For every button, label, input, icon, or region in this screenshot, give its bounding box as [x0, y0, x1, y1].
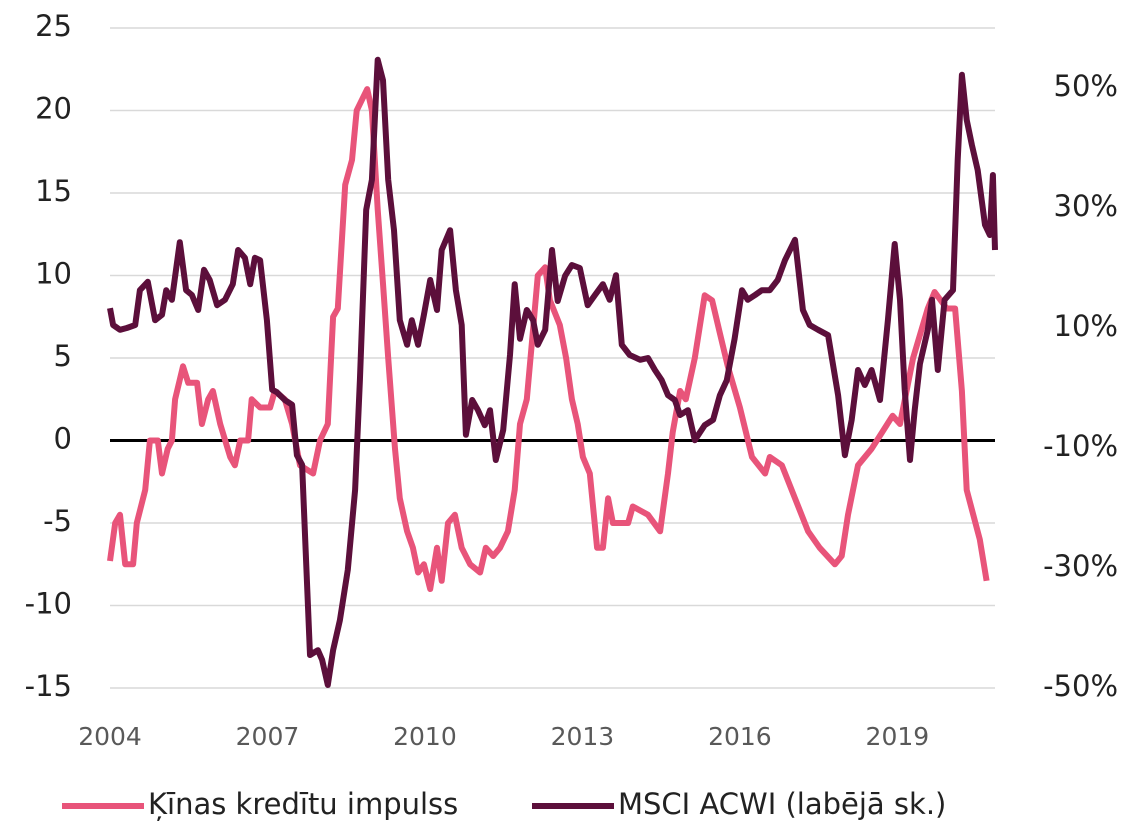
y2-tick-label: 30% — [1054, 189, 1118, 223]
y2-tick-label: -50% — [1043, 669, 1118, 703]
x-tick-label: 2013 — [551, 722, 615, 751]
y-tick-label: 10 — [35, 257, 72, 291]
y-tick-label: 0 — [54, 422, 72, 456]
y-tick-label: 15 — [35, 174, 72, 208]
y-tick-label: 25 — [35, 9, 72, 43]
y2-tick-label: -30% — [1043, 549, 1118, 583]
y2-tick-label: -10% — [1043, 429, 1118, 463]
y-tick-label: -5 — [43, 504, 72, 538]
y-tick-label: 20 — [35, 92, 72, 126]
x-tick-label: 2016 — [708, 722, 772, 751]
y2-tick-label: 50% — [1054, 69, 1118, 103]
x-tick-label: 2010 — [393, 722, 457, 751]
y-tick-label: -15 — [25, 669, 72, 703]
y2-tick-label: 10% — [1054, 309, 1118, 343]
legend-label: Ķīnas kredītu impulss — [148, 787, 458, 821]
x-tick-label: 2007 — [236, 722, 300, 751]
y-tick-label: -10 — [25, 587, 72, 621]
y-tick-label: 5 — [54, 339, 72, 373]
line-series — [107, 56, 998, 688]
legend-label: MSCI ACWI (labējā sk.) — [618, 787, 946, 821]
x-tick-label: 2019 — [866, 722, 930, 751]
line-series — [107, 86, 990, 592]
x-tick-label: 2004 — [78, 722, 142, 751]
